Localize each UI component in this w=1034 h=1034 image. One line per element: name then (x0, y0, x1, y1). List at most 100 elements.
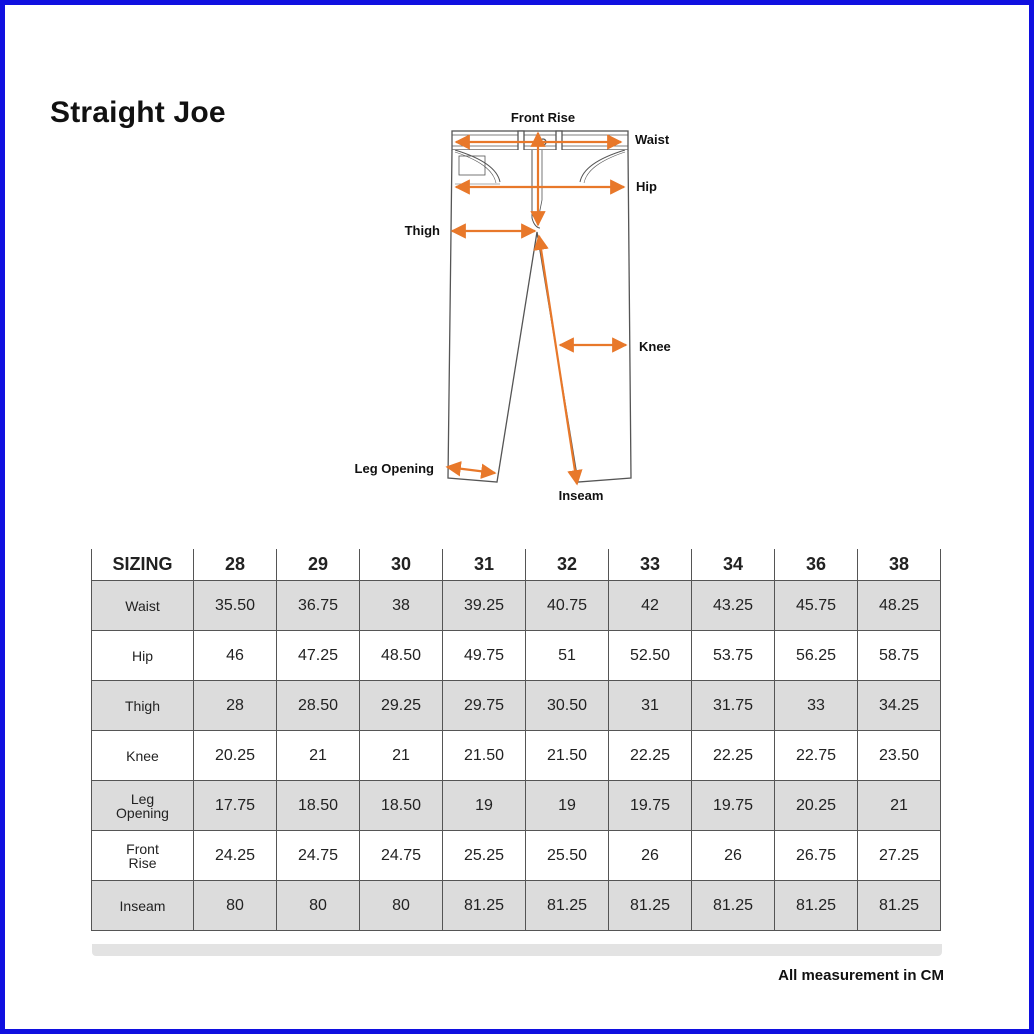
table-cell: 81.25 (442, 880, 526, 931)
table-cell: 20.25 (193, 730, 277, 781)
table-cell: 56.25 (774, 630, 858, 681)
table-row: Knee 20.25 21 21 21.50 21.50 22.25 22.25 22.75 23… (91, 730, 941, 781)
table-cell: 21 (359, 730, 443, 781)
thigh-label: Thigh (405, 223, 440, 238)
table-cell: 26.75 (774, 830, 858, 881)
sizing-header-label: SIZING (91, 549, 194, 581)
size-header: 34 (691, 549, 775, 581)
table-row: Inseam 80 80 80 81.25 81.25 81.25 81.25 81.25 81.… (91, 880, 941, 931)
row-label: Inseam (91, 880, 194, 931)
table-cell: 40.75 (525, 580, 609, 631)
table-cell: 58.75 (857, 630, 941, 681)
table-cell: 29.75 (442, 680, 526, 731)
table-cell: 22.25 (691, 730, 775, 781)
header-row: SIZING 28 29 30 31 32 33 34 36 38 (91, 549, 941, 581)
row-label: Knee (91, 730, 194, 781)
table-cell: 28.50 (276, 680, 360, 731)
front-rise-label: Front Rise (511, 110, 575, 125)
table-cell: 48.25 (857, 580, 941, 631)
table-cell: 49.75 (442, 630, 526, 681)
row-label: Thigh (91, 680, 194, 731)
size-header: 33 (608, 549, 692, 581)
table-row: Hip 46 47.25 48.50 49.75 51 52.50 53.75 56.25 58.… (91, 630, 941, 681)
table-cell: 19.75 (608, 780, 692, 831)
sizing-table-header: SIZING 28 29 30 31 32 33 34 36 38 (91, 549, 941, 581)
measurement-labels: Front Rise Waist Hip Thigh Knee Leg Open… (355, 110, 671, 503)
table-cell: 17.75 (193, 780, 277, 831)
waist-label: Waist (635, 132, 670, 147)
leg-opening-label: Leg Opening (355, 461, 435, 476)
sizing-table-body: Waist 35.50 36.75 38 39.25 40.75 42 43.25 45.75 4… (91, 580, 941, 931)
table-cell: 21 (276, 730, 360, 781)
row-label: Leg Opening (91, 780, 194, 831)
size-header: 29 (276, 549, 360, 581)
table-cell: 18.50 (276, 780, 360, 831)
table-cell: 29.25 (359, 680, 443, 731)
table-cell: 31 (608, 680, 692, 731)
leg-opening-arrow (445, 461, 497, 479)
table-cell: 42 (608, 580, 692, 631)
table-row: Waist 35.50 36.75 38 39.25 40.75 42 43.25 45.75 4… (91, 580, 941, 631)
table-cell: 39.25 (442, 580, 526, 631)
measurement-arrows (445, 131, 628, 486)
table-cell: 81.25 (774, 880, 858, 931)
table-cell: 80 (193, 880, 277, 931)
table-cell: 47.25 (276, 630, 360, 681)
table-cell: 19 (525, 780, 609, 831)
measurement-unit-note: All measurement in CM (778, 967, 944, 984)
size-header: 36 (774, 549, 858, 581)
table-cell: 21 (857, 780, 941, 831)
table-cell: 51 (525, 630, 609, 681)
table-cell: 36.75 (276, 580, 360, 631)
table-cell: 18.50 (359, 780, 443, 831)
table-cell: 23.50 (857, 730, 941, 781)
table-cell: 46 (193, 630, 277, 681)
table-cell: 80 (276, 880, 360, 931)
size-header: 30 (359, 549, 443, 581)
table-footer-bar (92, 944, 942, 956)
table-cell: 52.50 (608, 630, 692, 681)
table-cell: 45.75 (774, 580, 858, 631)
table-row: Front Rise 24.25 24.75 24.75 25.25 25.50 26 26 2… (91, 830, 941, 881)
row-label: Waist (91, 580, 194, 631)
table-cell: 80 (359, 880, 443, 931)
table-row: Leg Opening 17.75 18.50 18.50 19 19 19.75 19.75… (91, 780, 941, 831)
table-cell: 27.25 (857, 830, 941, 881)
table-cell: 24.75 (359, 830, 443, 881)
table-cell: 22.75 (774, 730, 858, 781)
table-cell: 21.50 (525, 730, 609, 781)
table-cell: 33 (774, 680, 858, 731)
table-cell: 19.75 (691, 780, 775, 831)
hip-label: Hip (636, 179, 657, 194)
table-cell: 38 (359, 580, 443, 631)
table-row: Thigh 28 28.50 29.25 29.75 30.50 31 31.75 33 34.2… (91, 680, 941, 731)
size-header: 31 (442, 549, 526, 581)
table-cell: 43.25 (691, 580, 775, 631)
jeans-outline (447, 130, 632, 483)
knee-label: Knee (639, 339, 671, 354)
page-title: Straight Joe (50, 96, 226, 129)
table-cell: 81.25 (525, 880, 609, 931)
table-cell: 26 (608, 830, 692, 881)
row-label: Front Rise (91, 830, 194, 881)
jeans-measurement-diagram: Front Rise Waist Hip Thigh Knee Leg Open… (355, 110, 671, 503)
table-cell: 81.25 (608, 880, 692, 931)
table-cell: 24.75 (276, 830, 360, 881)
table-cell: 31.75 (691, 680, 775, 731)
table-cell: 48.50 (359, 630, 443, 681)
size-header: 32 (525, 549, 609, 581)
inseam-label: Inseam (559, 488, 604, 503)
table-cell: 81.25 (857, 880, 941, 931)
inseam-arrow (533, 234, 583, 486)
table-cell: 35.50 (193, 580, 277, 631)
table-cell: 19 (442, 780, 526, 831)
table-cell: 30.50 (525, 680, 609, 731)
size-header: 28 (193, 549, 277, 581)
table-cell: 26 (691, 830, 775, 881)
table-cell: 81.25 (691, 880, 775, 931)
sizing-table: SIZING 28 29 30 31 32 33 34 36 38 Waist 35.50 36.75… (91, 549, 941, 931)
size-header: 38 (857, 549, 941, 581)
row-label: Hip (91, 630, 194, 681)
table-cell: 25.25 (442, 830, 526, 881)
table-cell: 21.50 (442, 730, 526, 781)
